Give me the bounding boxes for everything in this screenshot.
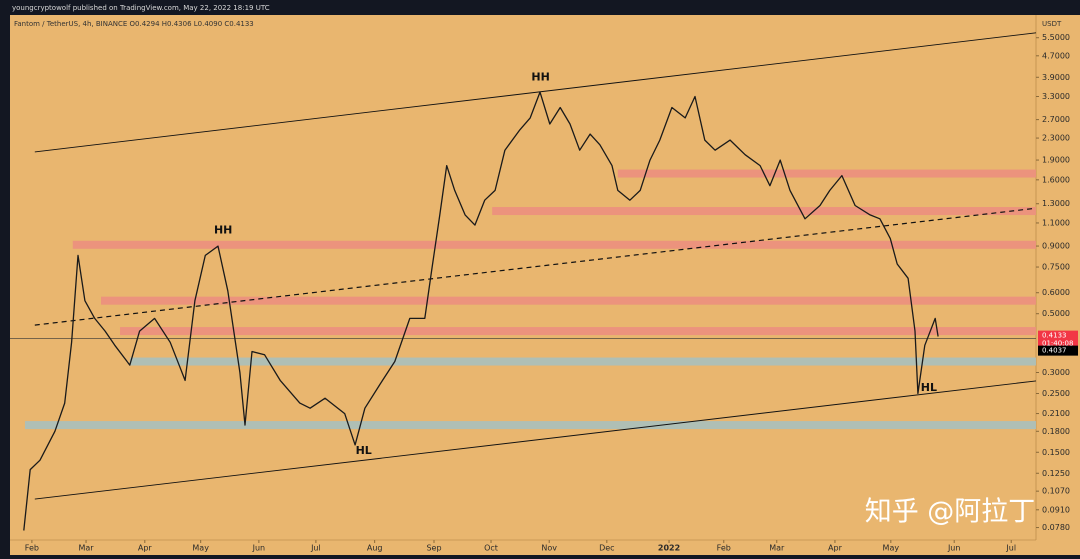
y-tick-label: 0.1250 <box>1042 469 1070 478</box>
x-tick-label: Jul <box>310 544 321 553</box>
y-tick-label: 0.2500 <box>1042 389 1070 398</box>
y-tick-label: 1.3000 <box>1042 199 1070 208</box>
y-tick-label: 4.7000 <box>1042 51 1070 60</box>
price-tag <box>1038 345 1078 356</box>
trend-line <box>34 380 1037 500</box>
trend-line <box>34 32 1037 153</box>
y-tick-label: 0.0910 <box>1042 505 1070 514</box>
x-tick-label: Jul <box>1005 544 1016 553</box>
zone <box>492 207 1036 216</box>
y-tick-label: 0.1500 <box>1042 448 1070 457</box>
zone <box>129 357 1036 366</box>
x-tick-label: Sep <box>426 544 441 553</box>
price-line <box>23 91 939 531</box>
y-tick-label: 0.0780 <box>1042 523 1070 532</box>
x-tick-label: 2022 <box>658 544 680 553</box>
y-tick-label: 0.5000 <box>1042 309 1070 318</box>
x-tick-label: Apr <box>138 544 153 553</box>
credit: youngcryptowolf published on TradingView… <box>12 4 270 12</box>
annotation: HL <box>356 444 372 457</box>
y-tick-label: 0.7500 <box>1042 263 1070 272</box>
zone <box>101 296 1037 305</box>
price-tag-label: 0.4133 <box>1042 332 1067 340</box>
zone <box>120 327 1037 336</box>
y-tick-label: 0.6000 <box>1042 288 1070 297</box>
y-tick-label: 1.9000 <box>1042 156 1070 165</box>
price-tag-label: 0.4037 <box>1042 347 1067 355</box>
y-tick-label: 0.1070 <box>1042 487 1070 496</box>
y-unit: USDT <box>1042 20 1062 28</box>
y-tick-label: 1.6000 <box>1042 175 1070 184</box>
y-tick-label: 3.3000 <box>1042 92 1070 101</box>
annotation: HL <box>921 381 937 394</box>
x-tick-label: Apr <box>828 544 843 553</box>
chart-background <box>10 15 1080 555</box>
price-tag-countdown: 01:40:08 <box>1042 340 1073 348</box>
x-tick-label: Feb <box>25 544 39 553</box>
y-tick-label: 0.1800 <box>1042 427 1070 436</box>
price-tag <box>1038 330 1078 349</box>
y-tick-label: 2.3000 <box>1042 134 1070 143</box>
x-tick-label: May <box>883 544 900 553</box>
x-tick-label: Mar <box>769 544 785 553</box>
x-tick-label: Oct <box>484 544 498 553</box>
trend-line <box>34 207 1037 326</box>
zone <box>24 421 1037 430</box>
x-tick-label: Nov <box>541 544 557 553</box>
y-tick-label: 0.9000 <box>1042 242 1070 251</box>
zone <box>617 169 1036 178</box>
x-tick-label: Aug <box>367 544 383 553</box>
x-tick-label: May <box>192 544 209 553</box>
annotation: HH <box>531 70 549 83</box>
watermark: 知乎 @阿拉丁 <box>865 497 1036 528</box>
x-tick-label: Feb <box>717 544 731 553</box>
x-tick-label: Mar <box>78 544 94 553</box>
annotation: HH <box>214 224 232 237</box>
zone <box>72 240 1036 249</box>
y-tick-label: 0.2100 <box>1042 409 1070 418</box>
x-tick-label: Jun <box>947 544 961 553</box>
y-tick-label: 0.3000 <box>1042 368 1070 377</box>
x-tick-label: Jun <box>252 544 266 553</box>
chart-title: Fantom / TetherUS, 4h, BINANCE O0.4294 H… <box>14 20 254 28</box>
y-tick-label: 3.9000 <box>1042 73 1070 82</box>
y-tick-label: 2.7000 <box>1042 115 1070 124</box>
x-tick-label: Dec <box>599 544 614 553</box>
y-tick-label: 5.5000 <box>1042 33 1070 42</box>
y-tick-label: 1.1000 <box>1042 218 1070 227</box>
